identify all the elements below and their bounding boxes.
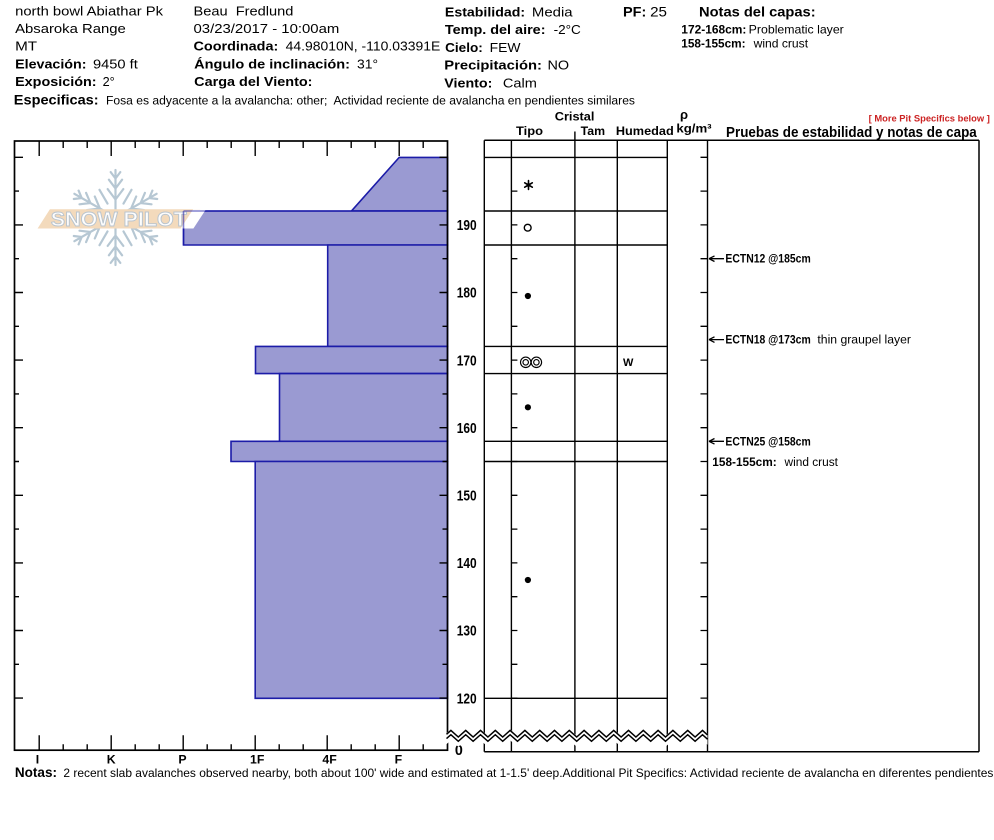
svg-text:31°: 31° [357, 56, 378, 71]
svg-text:MT: MT [15, 39, 37, 54]
svg-text:Cristal: Cristal [555, 110, 595, 124]
svg-text:Problematic layer: Problematic layer [749, 23, 844, 37]
svg-text:Media: Media [532, 5, 573, 20]
svg-text:I: I [36, 752, 39, 766]
svg-text:Notas del capas:: Notas del capas: [699, 4, 816, 20]
svg-text:158-155cm:: 158-155cm: [712, 455, 776, 469]
svg-text:P: P [178, 752, 186, 766]
svg-text:Fosa es adyacente a la avalanc: Fosa es adyacente a la avalancha: other;… [106, 94, 635, 108]
svg-text:Beau Fredlund: Beau Fredlund [194, 3, 294, 18]
svg-text:Temp. del aire:: Temp. del aire: [445, 22, 546, 37]
svg-text:Tam: Tam [581, 124, 606, 138]
svg-text:ECTN18 @173cm: ECTN18 @173cm [725, 333, 810, 347]
svg-text:Humedad: Humedad [616, 124, 674, 138]
svg-text:Carga del Viento:: Carga del Viento: [194, 74, 312, 89]
svg-text:SNOW PILOT: SNOW PILOT [51, 209, 187, 231]
svg-text:kg/m³: kg/m³ [676, 122, 711, 136]
svg-text:170: 170 [457, 353, 477, 369]
svg-text:158-155cm:: 158-155cm: [681, 37, 745, 51]
svg-text:0: 0 [455, 743, 463, 759]
svg-text:Precipitación:: Precipitación: [444, 58, 542, 73]
svg-text:140: 140 [457, 556, 477, 572]
svg-text:Especificas:: Especificas: [14, 92, 99, 108]
svg-text:150: 150 [457, 489, 477, 505]
svg-text:wind crust: wind crust [784, 455, 839, 469]
svg-text:Viento:: Viento: [444, 75, 492, 90]
svg-text:wind crust: wind crust [753, 37, 809, 51]
svg-text:Exposición:: Exposición: [15, 74, 97, 89]
svg-text:Pruebas de estabilidad y notas: Pruebas de estabilidad y notas de capa [726, 125, 978, 141]
svg-text:9450 ft: 9450 ft [93, 56, 138, 71]
svg-text:thin graupel layer: thin graupel layer [817, 333, 911, 347]
svg-text:K: K [107, 752, 116, 766]
svg-text:Absaroka Range: Absaroka Range [15, 21, 126, 36]
svg-text:F: F [395, 752, 403, 766]
svg-text:172-168cm:: 172-168cm: [681, 23, 746, 37]
svg-text:ECTN12 @185cm: ECTN12 @185cm [725, 252, 810, 266]
svg-text:NO: NO [548, 58, 570, 73]
svg-text:ECTN25 @158cm: ECTN25 @158cm [725, 434, 810, 448]
svg-text:180: 180 [457, 286, 477, 302]
svg-text:190: 190 [457, 218, 477, 234]
svg-text:160: 160 [457, 421, 477, 437]
svg-text:1F: 1F [250, 752, 265, 766]
svg-text:25: 25 [650, 4, 667, 20]
svg-text:120: 120 [457, 691, 477, 707]
svg-text:[ More Pit Specifics below ]: [ More Pit Specifics below ] [869, 113, 990, 124]
svg-text:03/23/2017 - 10:00am: 03/23/2017 - 10:00am [194, 21, 340, 36]
svg-text:2°: 2° [103, 74, 115, 89]
svg-text:Elevación:: Elevación: [15, 56, 86, 71]
svg-text:130: 130 [457, 624, 477, 640]
svg-text:W: W [623, 357, 634, 369]
svg-text:Cielo:: Cielo: [445, 40, 483, 55]
svg-text:44.98010N, -110.03391E: 44.98010N, -110.03391E [286, 39, 441, 54]
svg-text:Calm: Calm [503, 75, 537, 90]
svg-text:Tipo: Tipo [516, 124, 543, 138]
svg-text:Coordinada:: Coordinada: [194, 39, 279, 54]
svg-text:Estabilidad:: Estabilidad: [445, 5, 525, 20]
svg-text:Notas:: Notas: [15, 764, 57, 780]
svg-text:ρ: ρ [680, 107, 688, 122]
svg-text:Ángulo de inclinación:: Ángulo de inclinación: [194, 56, 350, 71]
svg-text:FEW: FEW [490, 40, 521, 55]
svg-text:north bowl Abiathar Pk: north bowl Abiathar Pk [15, 3, 163, 18]
svg-text:-2°C: -2°C [554, 22, 582, 37]
svg-text:PF:: PF: [623, 4, 646, 20]
svg-text:2 recent slab avalanches obser: 2 recent slab avalanches observed nearby… [63, 766, 993, 780]
svg-text:4F: 4F [322, 752, 337, 766]
